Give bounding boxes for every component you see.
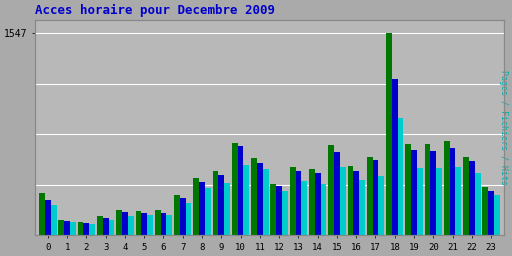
Bar <box>378 176 384 235</box>
Bar <box>263 169 268 235</box>
Bar <box>58 220 64 235</box>
Bar <box>353 170 359 235</box>
Bar <box>367 157 373 235</box>
Bar <box>39 194 45 235</box>
Bar <box>141 213 147 235</box>
Bar <box>488 191 494 235</box>
Bar <box>161 213 166 235</box>
Bar <box>417 168 423 235</box>
Bar <box>109 220 114 235</box>
Bar <box>436 168 442 235</box>
Bar <box>238 146 244 235</box>
Bar <box>136 211 141 235</box>
Bar <box>219 175 224 235</box>
Bar <box>166 215 172 235</box>
Bar <box>392 79 398 235</box>
Bar <box>251 158 257 235</box>
Bar <box>328 145 334 235</box>
Bar <box>321 184 326 235</box>
Bar <box>494 195 500 235</box>
Bar <box>282 191 288 235</box>
Bar <box>205 188 211 235</box>
Bar <box>180 198 186 235</box>
Bar <box>212 171 219 235</box>
Bar <box>257 163 263 235</box>
Bar <box>78 222 83 235</box>
Bar <box>83 223 89 235</box>
Bar <box>186 202 191 235</box>
Bar <box>89 225 95 235</box>
Bar <box>386 33 392 235</box>
Bar <box>469 162 475 235</box>
Bar <box>97 216 103 235</box>
Bar <box>373 160 378 235</box>
Bar <box>340 167 346 235</box>
Bar <box>232 143 238 235</box>
Bar <box>51 205 56 235</box>
Bar <box>290 167 295 235</box>
Bar <box>103 218 109 235</box>
Bar <box>450 148 456 235</box>
Bar <box>406 144 411 235</box>
Bar <box>224 183 230 235</box>
Bar <box>64 221 70 235</box>
Bar <box>348 166 353 235</box>
Bar <box>444 141 450 235</box>
Bar <box>276 186 282 235</box>
Bar <box>334 152 340 235</box>
Bar <box>398 118 403 235</box>
Bar <box>199 182 205 235</box>
Bar <box>295 171 301 235</box>
Bar <box>128 216 134 235</box>
Bar <box>475 173 481 235</box>
Bar <box>301 181 307 235</box>
Bar <box>70 222 76 235</box>
Bar <box>174 195 180 235</box>
Bar <box>424 144 431 235</box>
Text: Acces horaire pour Decembre 2009: Acces horaire pour Decembre 2009 <box>35 4 275 17</box>
Bar <box>359 180 365 235</box>
Y-axis label: Pages / Fichiers / Hits: Pages / Fichiers / Hits <box>499 70 508 185</box>
Bar <box>194 178 199 235</box>
Bar <box>147 215 153 235</box>
Bar <box>456 167 461 235</box>
Bar <box>315 173 321 235</box>
Bar <box>309 169 315 235</box>
Bar <box>116 210 122 235</box>
Bar <box>155 210 161 235</box>
Bar <box>411 150 417 235</box>
Bar <box>463 157 469 235</box>
Bar <box>122 212 128 235</box>
Bar <box>431 151 436 235</box>
Bar <box>244 165 249 235</box>
Bar <box>482 187 488 235</box>
Bar <box>270 184 276 235</box>
Bar <box>45 200 51 235</box>
